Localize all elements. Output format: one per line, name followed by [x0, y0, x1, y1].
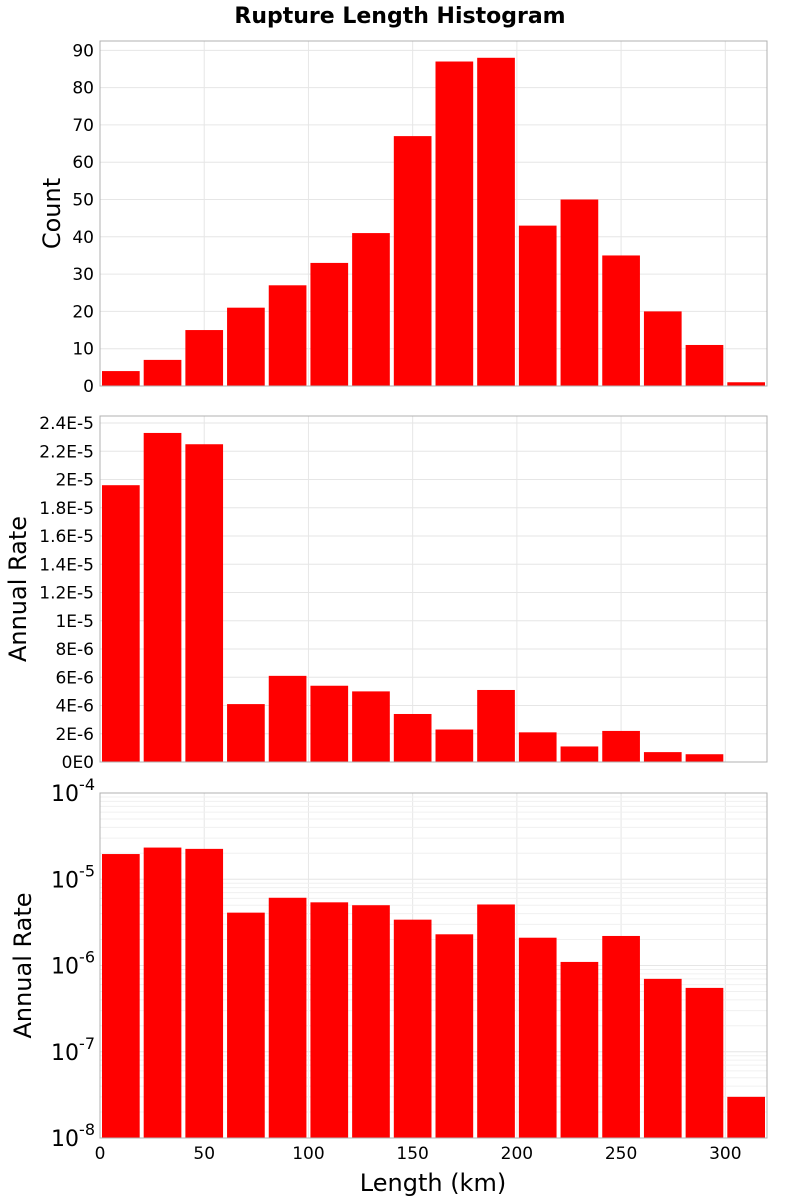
y-tick-label: 10 [72, 340, 94, 360]
bar [102, 854, 140, 1138]
bar [185, 848, 224, 1138]
bar [643, 978, 682, 1138]
bar [185, 444, 224, 762]
bar [185, 330, 224, 386]
y-tick-label: 2.4E-5 [39, 414, 94, 434]
bar [435, 934, 474, 1138]
bar [393, 713, 432, 762]
y-tick-label: 1E-5 [55, 612, 94, 632]
y-tick-label: 2E-5 [55, 471, 94, 491]
bar [560, 746, 599, 762]
bar [727, 382, 765, 386]
bar [102, 485, 140, 762]
y-tick-label: 0 [83, 377, 94, 397]
x-axis-label: Length (km) [360, 1169, 506, 1197]
bar [643, 752, 682, 762]
y-tick-label: 8E-6 [55, 640, 94, 660]
bar [602, 730, 640, 762]
bar [227, 912, 265, 1138]
bar [602, 935, 640, 1138]
bar [518, 732, 557, 762]
y-tick-label: 70 [72, 116, 94, 136]
panel-3: 10-8 10-7 10-6 10-5 10-4 Annual Rate 0 50 100 150… [9, 775, 768, 1164]
plot-frame [99, 415, 768, 763]
bar [310, 685, 349, 762]
y-axis-label: Annual Rate [9, 892, 37, 1038]
chart-title: Rupture Length Histogram [234, 4, 565, 29]
y-tick-label: 2.2E-5 [39, 442, 94, 462]
plot-frame [99, 792, 768, 1139]
y-tick-label: 10-7 [51, 1034, 95, 1066]
y-tick-label: 6E-6 [55, 668, 94, 688]
panel-1: 0 10 20 30 40 50 60 70 80 90 Count [38, 40, 768, 397]
bar [643, 311, 682, 386]
bar [685, 987, 724, 1138]
bar [393, 136, 432, 386]
x-tick-label: 0 [95, 1144, 106, 1164]
y-tick-label: 0E0 [62, 753, 94, 773]
bar [268, 285, 307, 386]
bar [310, 262, 349, 386]
y-tick-label: 10-8 [51, 1120, 95, 1152]
y-tick-label: 50 [72, 191, 94, 211]
bar [227, 704, 265, 762]
bar [477, 904, 515, 1138]
y-tick-label: 1.2E-5 [39, 584, 94, 604]
bar [518, 225, 557, 386]
x-tick-label: 50 [193, 1144, 215, 1164]
bar [560, 961, 599, 1138]
x-tick-label: 200 [501, 1144, 533, 1164]
y-axis-label: Annual Rate [4, 516, 32, 662]
bar [602, 255, 640, 386]
bar [310, 902, 349, 1138]
bar [435, 61, 474, 386]
bar [352, 233, 390, 386]
y-tick-label: 1.8E-5 [39, 499, 94, 519]
plot-frame [99, 40, 768, 387]
y-tick-label: 2E-6 [55, 725, 94, 745]
bar [393, 919, 432, 1138]
bar [477, 689, 515, 762]
bar [143, 432, 182, 762]
y-tick-label: 40 [72, 228, 94, 248]
bar [518, 937, 557, 1138]
bar [268, 675, 307, 762]
bar [143, 847, 182, 1138]
bar [685, 344, 724, 386]
panel-2: 0E0 2E-6 4E-6 6E-6 8E-6 1E-5 1.2E-5 1.4E-5 1.6E-… [4, 414, 768, 773]
bar [435, 729, 474, 762]
y-tick-label: 10-4 [51, 775, 95, 807]
y-tick-label: 10-5 [51, 861, 95, 893]
y-tick-label: 80 [72, 79, 94, 99]
x-tick-label: 150 [396, 1144, 428, 1164]
bar [477, 57, 515, 386]
bar [102, 371, 140, 386]
y-tick-label: 30 [72, 265, 94, 285]
bar [143, 359, 182, 386]
y-tick-label: 20 [72, 302, 94, 322]
x-tick-label: 300 [709, 1144, 741, 1164]
bar [685, 754, 724, 762]
y-tick-label: 60 [72, 153, 94, 173]
bar [268, 897, 307, 1138]
x-tick-label: 250 [605, 1144, 637, 1164]
x-tick-label: 100 [292, 1144, 324, 1164]
y-tick-label: 10-6 [51, 948, 95, 980]
y-tick-label: 1.6E-5 [39, 527, 94, 547]
bar [560, 199, 599, 386]
bar [352, 691, 390, 762]
y-axis-label: Count [38, 178, 66, 249]
y-tick-label: 90 [72, 41, 94, 61]
bar [727, 1096, 765, 1138]
bar [352, 905, 390, 1138]
y-tick-label: 1.4E-5 [39, 555, 94, 575]
y-tick-label: 4E-6 [55, 697, 94, 717]
bar [227, 307, 265, 386]
